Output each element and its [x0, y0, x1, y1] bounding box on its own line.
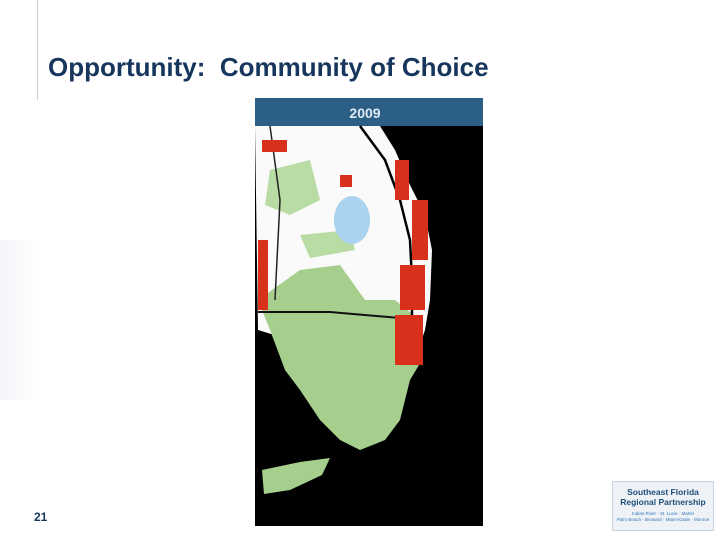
keys	[262, 458, 330, 494]
urban	[258, 240, 268, 310]
urban	[400, 265, 425, 310]
urban	[340, 175, 352, 187]
urban	[412, 200, 428, 260]
urban	[262, 140, 287, 152]
logo-title: Southeast Florida	[627, 487, 699, 497]
urban	[395, 315, 423, 365]
urban	[395, 160, 409, 200]
highway	[258, 311, 401, 319]
map-year-label: 2009	[349, 105, 380, 121]
map-header-bar	[255, 98, 483, 126]
page-number: 21	[34, 510, 48, 524]
slide-title: Opportunity: Community of Choice	[48, 52, 489, 82]
left-rule	[37, 0, 38, 100]
left-shade	[0, 240, 40, 400]
lake	[334, 196, 370, 244]
green-patch	[265, 160, 320, 215]
urban-areas	[258, 140, 428, 365]
logo-title: Regional Partnership	[620, 497, 706, 507]
partner-logo: Southeast Florida Regional Partnership I…	[612, 481, 714, 531]
logo-counties: Indian River · St. Lucie · Martin	[631, 511, 695, 516]
logo-counties: Palm Beach · Broward · Miami-Dade · Monr…	[616, 517, 710, 522]
